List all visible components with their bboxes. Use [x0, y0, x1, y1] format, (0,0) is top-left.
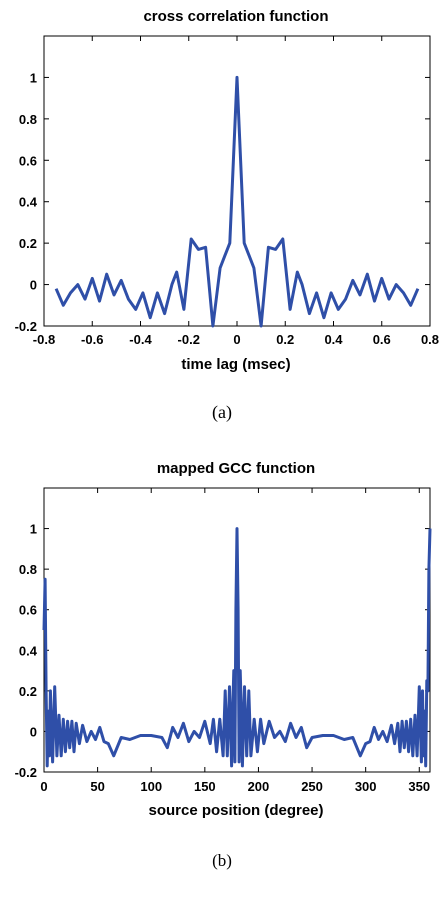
x-tick-label: 300: [355, 779, 377, 794]
y-tick-label: -0.2: [15, 319, 37, 334]
chart-a-y-axis: -0.2 0 0.2 0.4 0.6 0.8 1: [15, 70, 430, 334]
y-tick-label: 1: [30, 522, 37, 537]
y-tick-label: 0.2: [19, 236, 37, 251]
x-tick-label: 150: [194, 779, 216, 794]
chart-b-y-axis: -0.2 0 0.2 0.4 0.6 0.8 1: [15, 522, 430, 780]
y-tick-label: 0.8: [19, 562, 37, 577]
chart-a-series-line: [54, 75, 420, 328]
y-tick-label: 0.2: [19, 684, 37, 699]
chart-b-caption: (b): [212, 851, 232, 870]
x-tick-label: 0: [233, 332, 240, 347]
x-tick-label: -0.4: [129, 332, 152, 347]
x-tick-label: 350: [408, 779, 430, 794]
chart-b-x-axis: 0 50 100 150 200 250 300 350: [40, 488, 430, 794]
y-tick-label: 0.8: [19, 112, 37, 127]
y-tick-label: 0.4: [19, 643, 38, 658]
chart-a: cross correlation function -0.8 -0.6 -0.4-…: [15, 8, 439, 423]
y-tick-label: -0.2: [15, 765, 37, 780]
y-tick-label: 0: [30, 278, 37, 293]
x-tick-label: 0.4: [324, 332, 343, 347]
x-tick-label: 0.2: [276, 332, 294, 347]
x-tick-label: -0.2: [178, 332, 200, 347]
chart-b-title: mapped GCC function: [157, 460, 315, 477]
x-tick-label: 0.6: [373, 332, 391, 347]
x-tick-label: 0.8: [421, 332, 439, 347]
chart-a-caption: (a): [212, 402, 232, 423]
y-tick-label: 0.6: [19, 603, 37, 618]
x-tick-label: 100: [140, 779, 162, 794]
y-tick-label: 0.6: [19, 153, 37, 168]
y-tick-label: 0: [30, 724, 37, 739]
x-tick-label: -0.6: [81, 332, 103, 347]
y-tick-label: 0.4: [19, 195, 38, 210]
chart-b: mapped GCC function 0 50 100 150 200 250 300 35…: [15, 460, 432, 870]
chart-a-x-axis: -0.8 -0.6 -0.4 -0.2 0 0.2 0.4 0.6 0.8: [33, 36, 439, 347]
y-tick-label: 1: [30, 70, 37, 85]
chart-b-x-label: source position (degree): [148, 802, 323, 819]
x-tick-label: 200: [248, 779, 270, 794]
x-tick-label: 0: [40, 779, 47, 794]
chart-a-title: cross correlation function: [143, 8, 328, 25]
chart-a-x-label: time lag (msec): [181, 356, 290, 373]
x-tick-label: 50: [90, 779, 104, 794]
x-tick-label: -0.8: [33, 332, 55, 347]
chart-b-series-line: [42, 527, 432, 768]
x-tick-label: 250: [301, 779, 323, 794]
